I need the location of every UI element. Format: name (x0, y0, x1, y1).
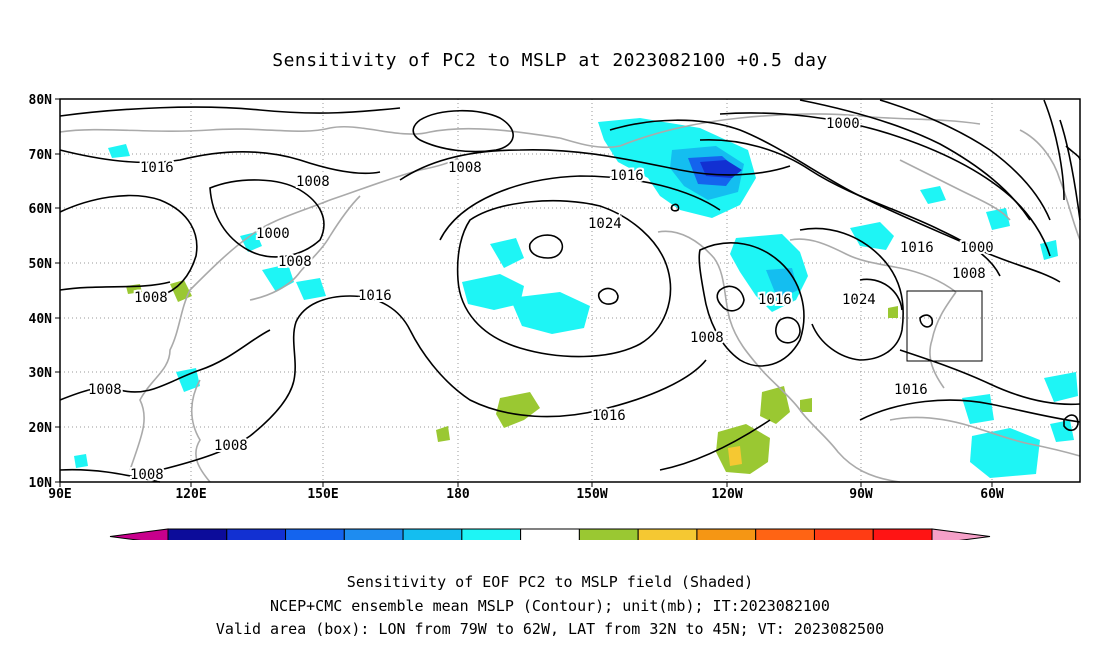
lat-axis-labels: 80N 70N 60N 50N 40N 30N 20N 10N (29, 93, 53, 491)
shade-patch (108, 144, 130, 158)
contour-label: 1008 (448, 160, 482, 176)
shade-patch (970, 428, 1040, 478)
mslp-contours (59, 99, 1081, 483)
colorbar-bin (402, 528, 463, 540)
shade-patch (728, 446, 742, 466)
lat-label: 40N (29, 312, 53, 327)
colorbar-bin (578, 528, 639, 540)
contour-labels: 1016 1008 1008 1000 1008 1008 1016 1008 … (86, 114, 996, 485)
valid-area-box (906, 290, 983, 362)
lat-label: 10N (29, 476, 53, 491)
coastlines (59, 113, 1081, 483)
colorbar-bin (226, 528, 287, 540)
map-frame (59, 98, 1081, 483)
contour-label: 1000 (256, 226, 290, 242)
map-panel: 1016 1008 1008 1000 1008 1008 1016 1008 … (29, 93, 1081, 540)
colorbar-bin (343, 528, 404, 540)
contour-label: 1008 (214, 438, 248, 454)
shade-patch (296, 278, 326, 300)
contour-label: 1024 (588, 216, 622, 232)
caption-line-2: NCEP+CMC ensemble mean MSLP (Contour); u… (270, 597, 830, 615)
caption-line-1: Sensitivity of EOF PC2 to MSLP field (Sh… (346, 573, 754, 591)
lon-label: 90E (48, 487, 71, 502)
colorbar-bin (461, 528, 522, 540)
shade-patch (1040, 240, 1058, 260)
caption-line-3: Valid area (box): LON from 79W to 62W, L… (215, 620, 885, 638)
contour-label: 1016 (140, 160, 174, 176)
lat-label: 80N (29, 93, 53, 108)
lon-label: 90W (849, 487, 873, 502)
contour-label: 1016 (894, 382, 928, 398)
colorbar-bin (755, 528, 815, 540)
contour-label: 1008 (952, 266, 986, 282)
contour-label: 1008 (690, 330, 724, 346)
lat-label: 30N (29, 366, 53, 381)
shade-patch (760, 386, 790, 424)
lon-label: 150W (576, 487, 607, 502)
lat-label: 50N (29, 257, 53, 272)
colorbar-high-arrow (931, 528, 991, 540)
contour-label: 1024 (842, 292, 876, 308)
contour-label: 1000 (826, 116, 860, 132)
shade-patch (490, 238, 524, 268)
shade-patch (1050, 420, 1074, 442)
contour-label: 1000 (960, 240, 994, 256)
colorbar-bin (813, 528, 874, 540)
contour-label: 1008 (134, 290, 168, 306)
lon-axis-labels: 90E 120E 150E 180 150W 120W 90W 60W (48, 487, 1004, 502)
contour-label: 1008 (296, 174, 330, 190)
shade-patch (850, 222, 894, 250)
lat-label: 20N (29, 421, 53, 436)
contour-label: 1016 (592, 408, 626, 424)
colorbar-bin (285, 528, 345, 540)
shade-patch (920, 186, 946, 204)
contour-label: 1016 (610, 168, 644, 184)
contour-label: 1008 (130, 467, 164, 483)
colorbar-bin (167, 528, 228, 540)
shade-patch (436, 426, 450, 442)
colorbar: −0.9−0.8−0.7−0.6−0.5−0.4−0.30.30.40.50.6… (109, 528, 991, 540)
shade-patch (1044, 372, 1078, 402)
colorbar-bin (696, 528, 757, 540)
colorbar-bin (872, 528, 933, 540)
shade-patch (176, 368, 200, 392)
shade-patch (74, 454, 88, 468)
lat-label: 70N (29, 148, 53, 163)
sensitivity-shading (74, 118, 1078, 478)
shade-patch (240, 232, 262, 252)
shade-patch (888, 306, 898, 318)
shade-patch (510, 292, 590, 334)
colorbar-bin (637, 528, 698, 540)
contour-label: 1008 (278, 254, 312, 270)
map-title: Sensitivity of PC2 to MSLP at 2023082100… (272, 50, 828, 71)
lon-label: 180 (446, 487, 470, 502)
colorbar-low-arrow (109, 528, 169, 540)
lon-label: 60W (980, 487, 1004, 502)
shade-patch (800, 398, 812, 412)
colorbar-bin (520, 528, 580, 540)
contour-label: 1016 (758, 292, 792, 308)
lon-label: 120E (175, 487, 206, 502)
lat-label: 60N (29, 202, 53, 217)
shade-patch (462, 274, 524, 310)
lon-label: 150E (307, 487, 338, 502)
lon-label: 120W (711, 487, 742, 502)
contour-label: 1008 (88, 382, 122, 398)
shade-patch (766, 268, 798, 300)
contour-label: 1016 (358, 288, 392, 304)
contour-label: 1016 (900, 240, 934, 256)
shade-patch (496, 392, 540, 428)
axis-ticks (55, 98, 993, 487)
